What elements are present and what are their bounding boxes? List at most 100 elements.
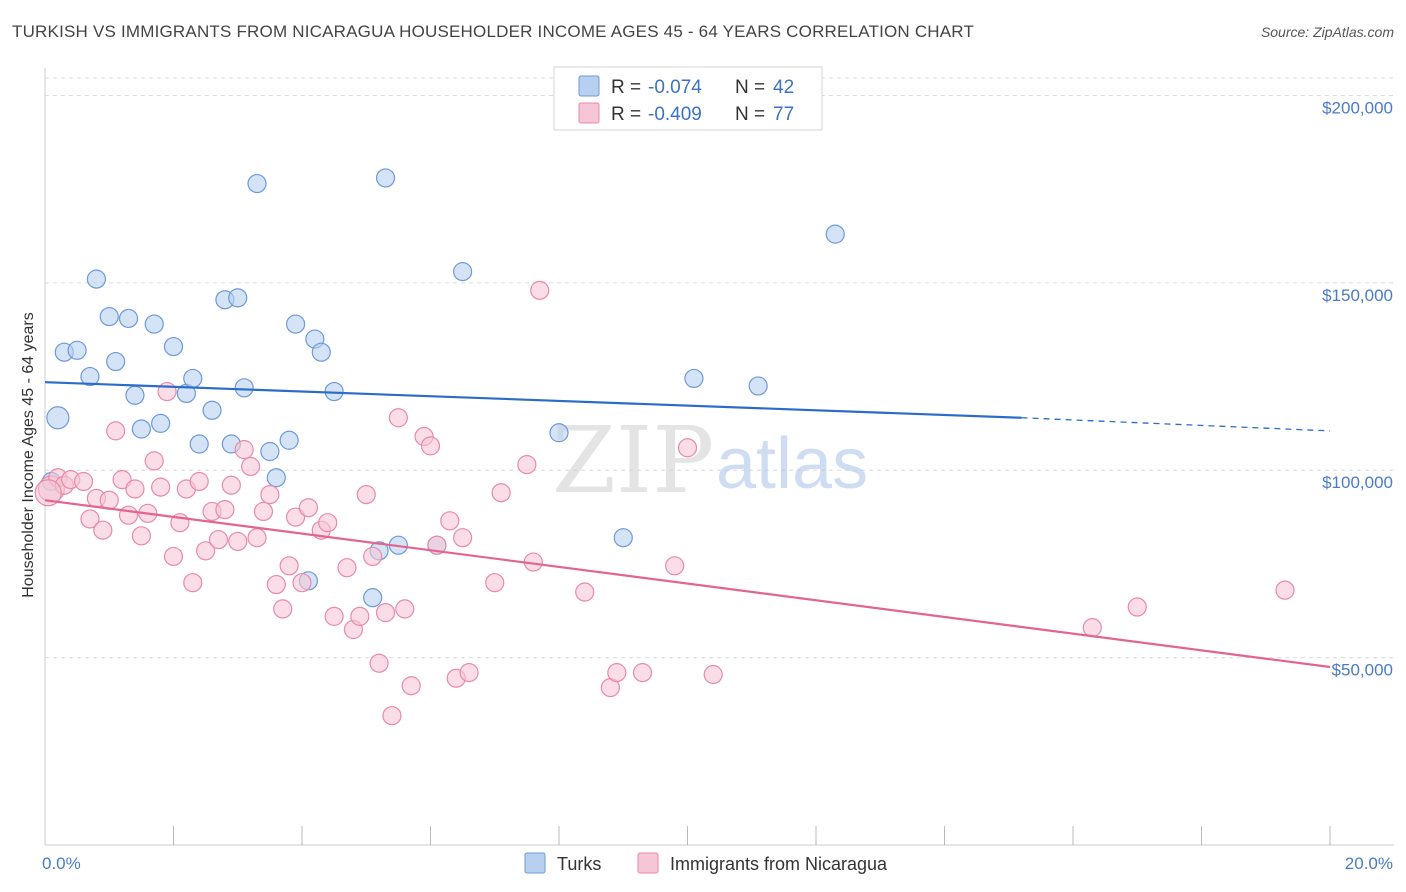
- point-turks: [163, 336, 184, 357]
- trend-line-turks: [44, 381, 1022, 419]
- point-nicaragua: [395, 599, 415, 619]
- point-nicaragua: [93, 520, 113, 540]
- point-nicaragua: [607, 663, 627, 683]
- point-nicaragua: [703, 664, 723, 685]
- point-nicaragua: [80, 509, 100, 529]
- legend-r-label: R =: [611, 104, 641, 125]
- point-turks: [202, 400, 222, 420]
- point-nicaragua: [665, 556, 685, 576]
- point-nicaragua: [253, 501, 274, 522]
- point-turks: [613, 528, 633, 548]
- chart-title: TURKISH VS IMMIGRANTS FROM NICARAGUA HOU…: [12, 22, 975, 41]
- point-turks: [99, 306, 119, 327]
- point-nicaragua: [151, 477, 171, 497]
- point-turks: [144, 314, 164, 334]
- point-nicaragua: [318, 513, 338, 533]
- point-nicaragua: [221, 475, 241, 495]
- point-nicaragua: [677, 438, 698, 458]
- point-nicaragua: [144, 451, 164, 471]
- point-nicaragua: [420, 436, 441, 456]
- point-nicaragua: [1127, 597, 1147, 617]
- trend-lines: [44, 381, 1331, 669]
- point-nicaragua: [530, 280, 550, 300]
- point-nicaragua: [189, 471, 209, 492]
- legend-n-value-nicaragua: 77: [773, 104, 794, 125]
- point-turks: [46, 406, 70, 430]
- watermark-atlas: atlas: [716, 424, 868, 504]
- point-turks: [247, 173, 267, 194]
- legend-r-value-nicaragua: -0.409: [648, 104, 702, 125]
- legend-swatch-nicaragua: [578, 102, 600, 124]
- point-nicaragua: [369, 653, 389, 673]
- y-axis-title: Householder Income Ages 45 - 64 years: [20, 312, 37, 598]
- point-nicaragua: [453, 528, 473, 548]
- point-nicaragua: [388, 408, 408, 428]
- point-turks: [125, 385, 145, 405]
- axes: [44, 68, 1394, 846]
- watermark-zip: ZIP: [552, 407, 714, 514]
- point-nicaragua: [440, 511, 460, 531]
- point-nicaragua: [234, 440, 254, 460]
- series-nicaragua: [34, 280, 1295, 726]
- point-turks: [183, 368, 203, 389]
- point-turks: [825, 224, 845, 244]
- point-turks: [684, 368, 704, 389]
- point-nicaragua: [401, 676, 421, 696]
- watermark: ZIP atlas: [552, 407, 868, 514]
- point-turks: [260, 441, 280, 462]
- bottom-legend-swatch-turks: [524, 852, 546, 874]
- bottom-legend: Turks Immigrants from Nicaragua: [524, 852, 888, 874]
- point-nicaragua: [34, 479, 62, 507]
- point-nicaragua: [363, 546, 383, 567]
- x-tick-label-min: 0.0%: [42, 854, 81, 873]
- point-nicaragua: [260, 484, 280, 505]
- point-turks: [748, 376, 768, 396]
- point-nicaragua: [337, 558, 357, 578]
- legend-r-value-turks: -0.074: [648, 77, 702, 98]
- point-nicaragua: [285, 507, 306, 527]
- point-turks: [279, 430, 299, 450]
- point-nicaragua: [228, 531, 248, 552]
- legend-box: R = -0.074 N = 42 R = -0.409 N = 77: [553, 66, 823, 131]
- x-axis-labels: 0.0% 20.0%: [42, 854, 1393, 873]
- source-label: Source: ZipAtlas.com: [1260, 24, 1394, 40]
- point-nicaragua: [459, 663, 479, 683]
- point-nicaragua: [382, 706, 402, 726]
- point-nicaragua: [485, 573, 505, 593]
- point-turks: [375, 168, 396, 188]
- bottom-legend-label-turks: Turks: [557, 854, 601, 874]
- bottom-legend-swatch-nicaragua: [637, 852, 659, 874]
- point-turks: [285, 314, 306, 334]
- point-nicaragua: [125, 479, 145, 499]
- point-nicaragua: [196, 541, 216, 561]
- point-nicaragua: [157, 381, 177, 402]
- point-turks: [67, 340, 87, 360]
- point-nicaragua: [131, 526, 151, 546]
- point-nicaragua: [517, 455, 537, 475]
- point-turks: [311, 342, 331, 362]
- legend-n-label: N =: [735, 104, 765, 125]
- point-turks: [131, 419, 151, 439]
- trend-line-nicaragua: [44, 499, 1331, 669]
- trend-line-turks-extension: [1021, 417, 1331, 432]
- point-turks: [228, 288, 248, 308]
- point-nicaragua: [324, 606, 344, 626]
- point-turks: [234, 378, 254, 398]
- point-nicaragua: [632, 663, 653, 683]
- point-nicaragua: [350, 606, 370, 626]
- y-tick-label: $200,000: [1322, 98, 1393, 117]
- point-nicaragua: [279, 556, 299, 576]
- point-nicaragua: [356, 484, 376, 505]
- point-nicaragua: [73, 471, 94, 492]
- point-turks: [151, 413, 171, 433]
- point-turks: [106, 351, 126, 372]
- point-nicaragua: [118, 505, 139, 525]
- point-turks: [118, 308, 139, 329]
- point-nicaragua: [247, 528, 267, 548]
- y-tick-label: $50,000: [1332, 661, 1393, 680]
- legend-n-value-turks: 42: [773, 77, 794, 98]
- legend-r-label: R =: [611, 77, 641, 98]
- y-axis-labels: $50,000 $100,000 $150,000 $200,000: [1322, 98, 1393, 679]
- grid-lines: [45, 77, 1394, 659]
